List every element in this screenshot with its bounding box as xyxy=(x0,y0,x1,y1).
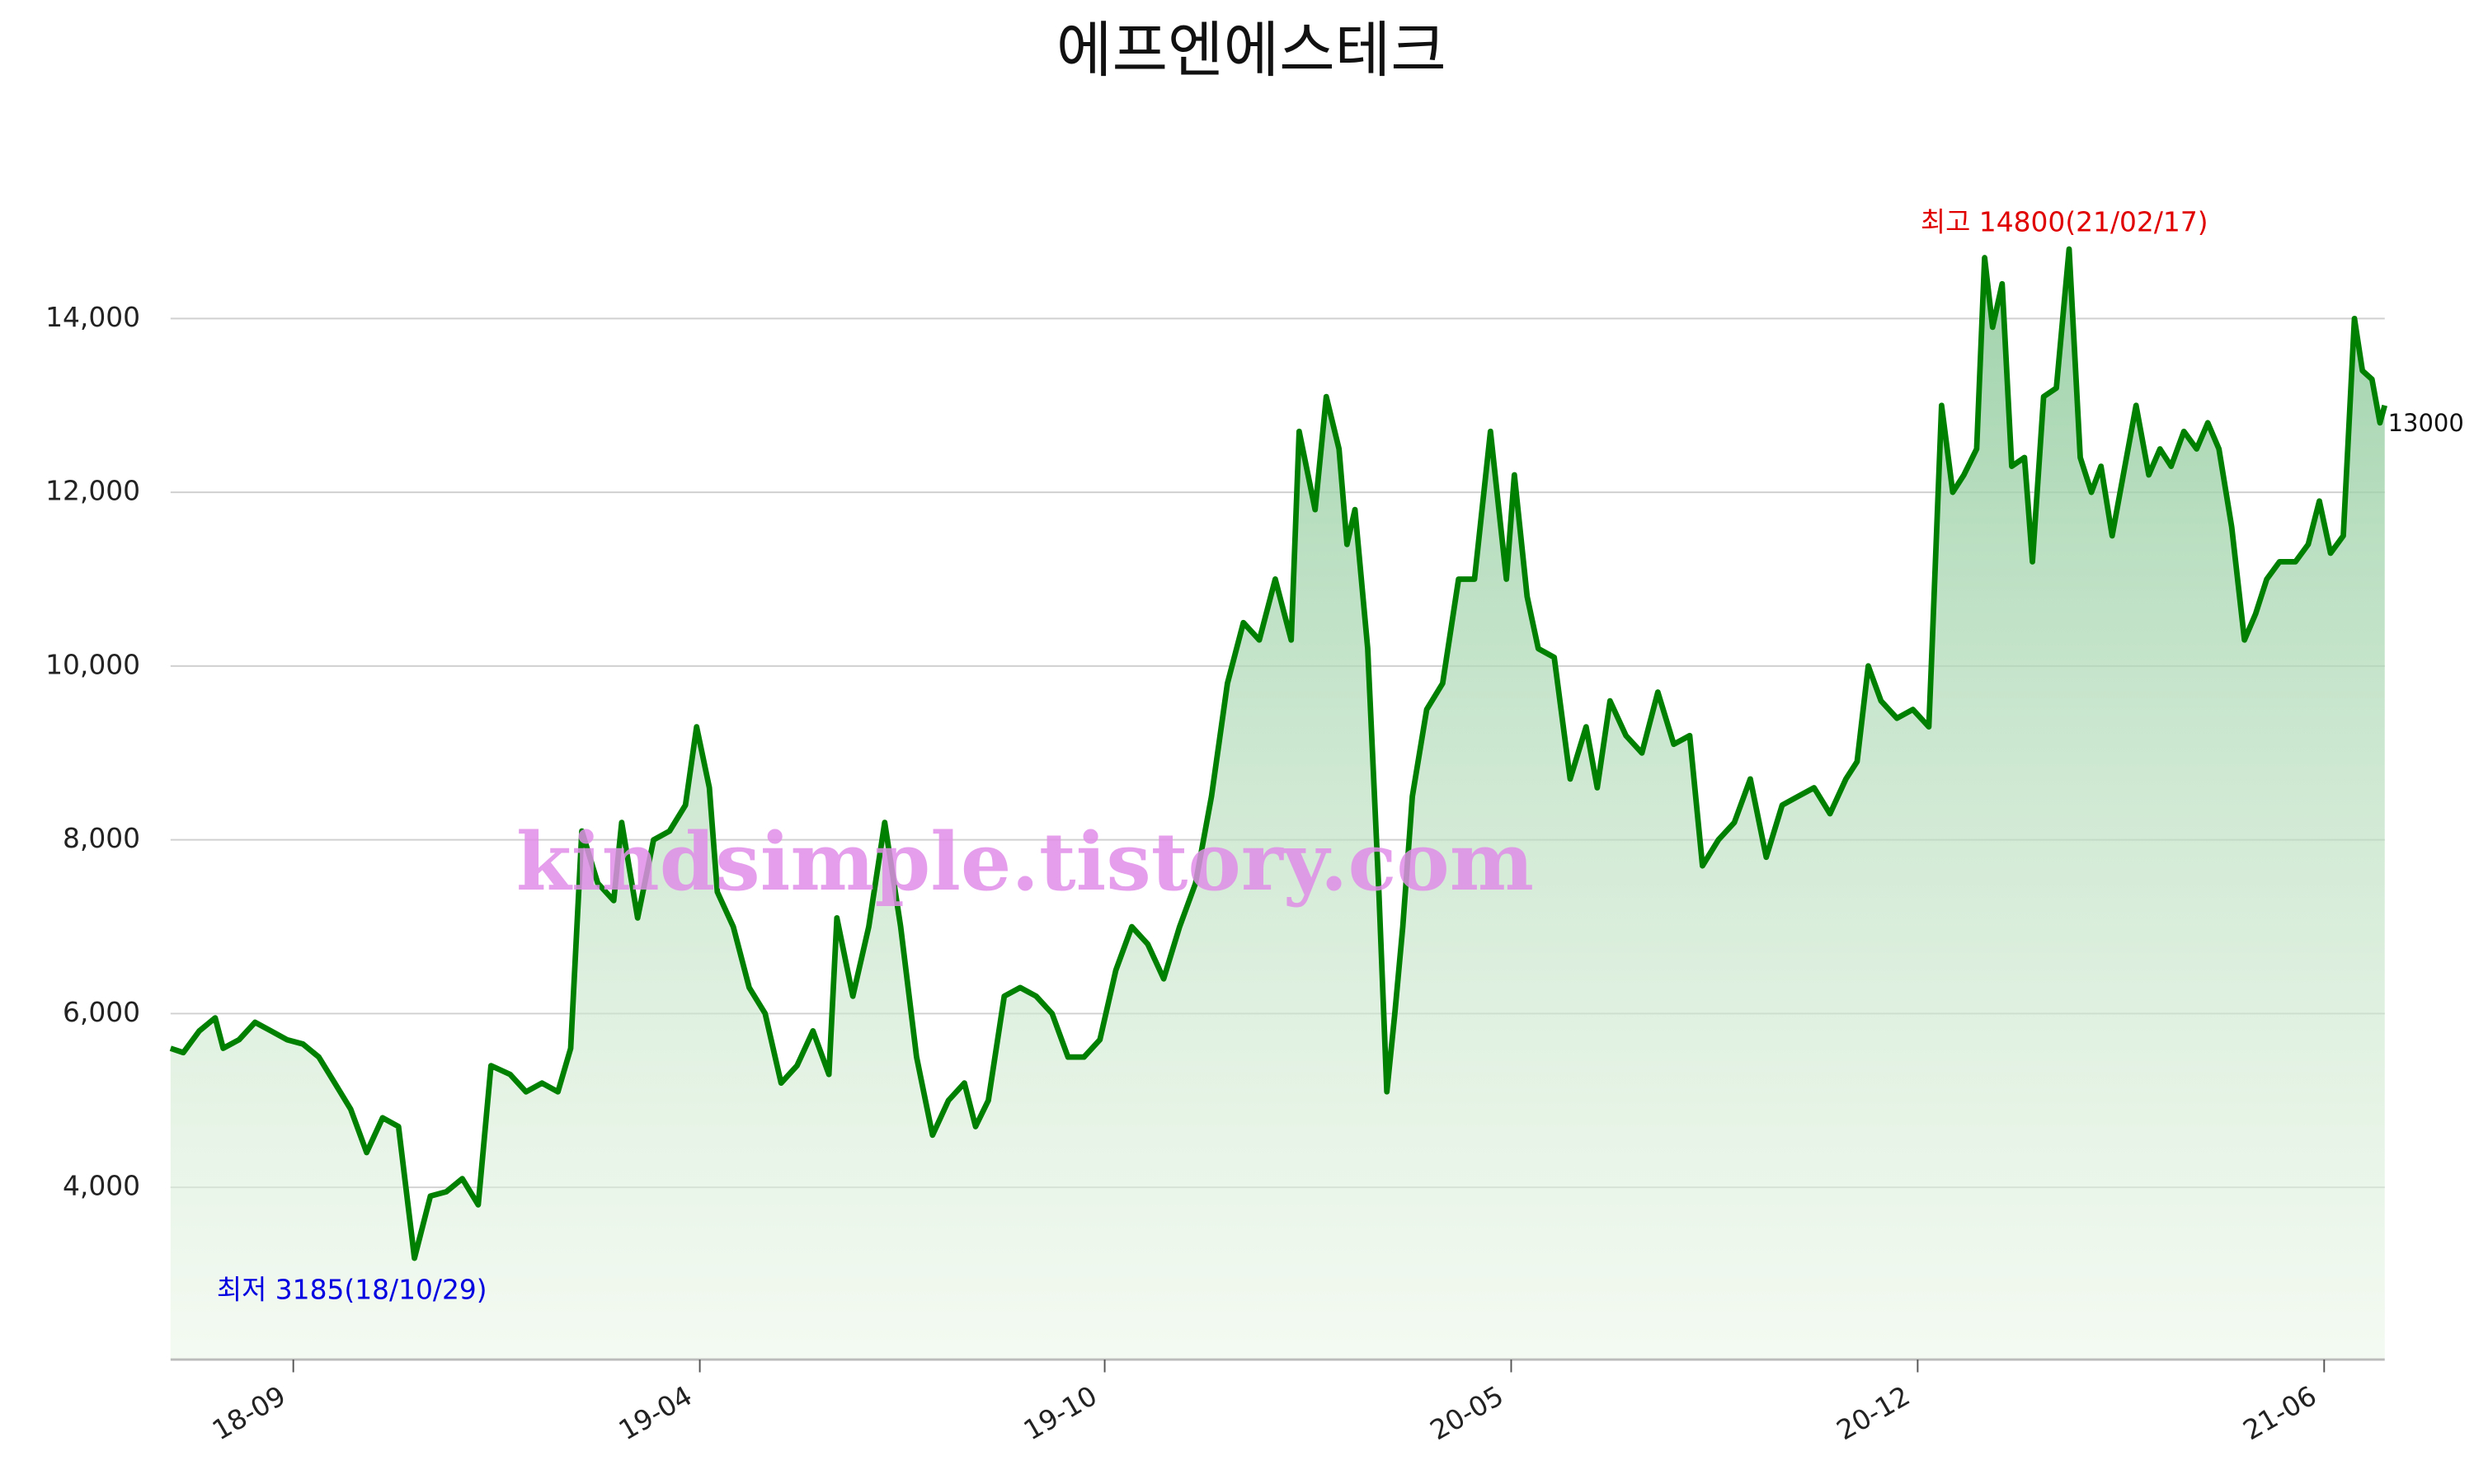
x-tick-label: 19-10 xyxy=(1018,1379,1103,1447)
x-tick-label: 20-05 xyxy=(1424,1379,1508,1447)
x-tick-label: 18-09 xyxy=(207,1379,291,1447)
y-tick-label: 6,000 xyxy=(63,996,140,1028)
chart-title: 에프엔에스테크 xyxy=(1056,16,1446,86)
x-tick-label: 19-04 xyxy=(614,1379,698,1447)
last-annotation: 13000 xyxy=(2388,409,2464,437)
x-tick-label: 20-12 xyxy=(1831,1379,1915,1447)
y-tick-label: 8,000 xyxy=(63,822,140,854)
y-tick-label: 10,000 xyxy=(45,648,140,680)
area xyxy=(170,249,2385,1360)
y-tick-label: 4,000 xyxy=(63,1170,140,1202)
watermark: kindsimple.tistory.com xyxy=(516,815,1534,909)
price-line xyxy=(169,246,2388,1261)
x-tick-label: 21-06 xyxy=(2237,1379,2321,1447)
low-annotation: 최저 3185(18/10/29) xyxy=(217,1273,487,1305)
y-tick-label: 14,000 xyxy=(45,301,140,333)
y-tick-label: 12,000 xyxy=(45,475,140,507)
high-annotation: 최고 14800(21/02/17) xyxy=(1921,205,2208,237)
